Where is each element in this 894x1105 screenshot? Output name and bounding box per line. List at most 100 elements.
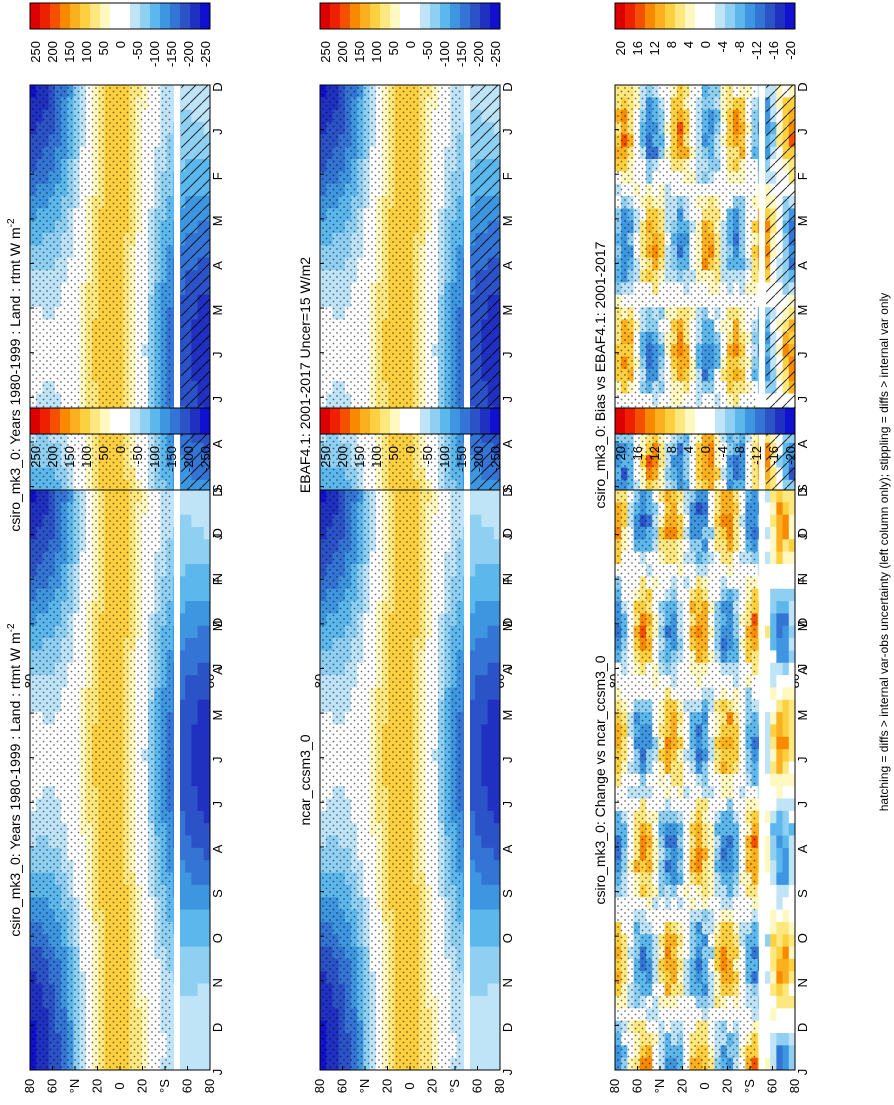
heat-cell: [185, 551, 192, 565]
heat-cell: [185, 884, 192, 898]
panel-title: EBAF4.1: 2001-2017 Uncer=15 W/m2: [297, 257, 313, 493]
heat-cell: [191, 613, 198, 627]
heat-cell: [203, 1057, 210, 1070]
colorbar-tick-label: -150: [164, 446, 179, 472]
colorbar-tick-label: 250: [318, 41, 333, 63]
heat-cell: [178, 527, 186, 540]
heat-cell: [178, 983, 186, 997]
heat-cell: [210, 515, 217, 528]
colorbar-swatch: [110, 408, 121, 434]
colorbar-tick-label: -50: [130, 41, 145, 60]
colorbar-tick-label: 100: [79, 446, 94, 468]
heat-cell: [185, 983, 192, 997]
colorbar-tick-label: 50: [96, 41, 111, 55]
heat-cell: [191, 650, 198, 664]
heat-cell: [197, 650, 205, 664]
heat-cell: [203, 724, 210, 738]
colorbar-swatch: [60, 3, 71, 29]
heat-cell: [500, 196, 507, 209]
heat-cell: [197, 601, 205, 614]
month-tick-label: M: [500, 305, 515, 316]
latitude-tick-label: 80: [22, 1079, 37, 1093]
heat-cell: [191, 527, 198, 540]
heat-cell: [178, 638, 186, 651]
heat-cell: [203, 638, 210, 651]
month-tick-label: J: [210, 756, 225, 763]
heat-cell: [191, 934, 198, 947]
colorbar-swatch: [150, 408, 161, 434]
month-tick-label: S: [210, 889, 225, 898]
heat-cell: [197, 921, 205, 935]
colorbar-swatch: [50, 3, 61, 29]
heat-cell: [203, 1008, 210, 1021]
heat-cell: [203, 798, 210, 812]
colorbar-tick-label: -50: [130, 446, 145, 465]
heat-cell: [197, 897, 205, 910]
heat-cell: [210, 159, 217, 172]
heat-cell: [210, 947, 217, 960]
heat-cell: [197, 1008, 205, 1021]
heat-cell: [178, 588, 186, 602]
heat-cell: [185, 490, 192, 503]
colorbar-tick-label: 0: [403, 41, 418, 48]
heat-cell: [197, 625, 205, 639]
heat-cell: [191, 687, 198, 701]
heat-cell: [191, 761, 198, 775]
heat-cell: [210, 591, 217, 604]
month-tick-label: O: [210, 933, 225, 943]
month-tick-label: A: [210, 666, 225, 675]
month-tick-label: O: [210, 528, 225, 538]
heat-cell: [191, 601, 198, 614]
heat-cell: [185, 958, 192, 972]
heat-cell: [500, 282, 507, 295]
colorbar-swatch: [80, 3, 91, 29]
month-tick-label: F: [500, 172, 515, 180]
heat-cell: [210, 650, 217, 663]
panel-title: csiro_mk3_0: Years 1980-1999 : Land : rt…: [6, 218, 23, 532]
heat-cell: [185, 798, 192, 812]
month-tick-label: J: [500, 128, 515, 135]
heat-cell: [191, 749, 198, 762]
month-tick-label: M: [210, 305, 225, 316]
heat-cell: [178, 946, 186, 960]
heat-cell: [185, 638, 192, 651]
heat-cell: [197, 638, 205, 651]
heat-cell: [197, 576, 205, 590]
colorbar-swatch: [100, 3, 111, 29]
heat-cell: [197, 872, 205, 886]
heat-cell: [191, 564, 198, 577]
heat-cell: [178, 810, 186, 824]
colorbar-swatch: [400, 3, 411, 29]
heat-cell: [178, 724, 186, 738]
heat-cell: [500, 418, 507, 431]
heat-cell: [185, 588, 192, 602]
heat-cell: [197, 662, 205, 676]
heat-cell: [191, 699, 198, 713]
heat-cell: [36, 1070, 43, 1083]
colorbar-tick-label: 50: [96, 446, 111, 460]
heat-cell: [185, 514, 192, 528]
heat-cell: [173, 1070, 180, 1083]
heat-cell: [197, 490, 205, 503]
heat-cell: [203, 514, 210, 528]
heat-cell: [191, 983, 198, 997]
heat-cell: [185, 897, 192, 910]
heat-cell: [210, 1045, 217, 1058]
month-tick-label: J: [210, 1069, 225, 1076]
heat-cell: [203, 502, 210, 516]
month-tick-label: J: [210, 801, 225, 808]
heat-cell: [203, 749, 210, 762]
heat-cell: [203, 847, 210, 861]
colorbar-tick-label: 200: [45, 446, 60, 468]
month-tick-label: A: [210, 261, 225, 270]
heat-cell: [191, 662, 198, 676]
heat-cell: [500, 97, 507, 110]
heat-cell: [185, 601, 192, 614]
heat-cell: [197, 835, 205, 849]
heat-cell: [178, 773, 186, 787]
heat-cell: [191, 884, 198, 898]
heat-cell: [178, 687, 186, 701]
month-tick-label: J: [210, 396, 225, 403]
heat-cell: [210, 270, 217, 283]
heat-cell: [123, 1070, 130, 1083]
